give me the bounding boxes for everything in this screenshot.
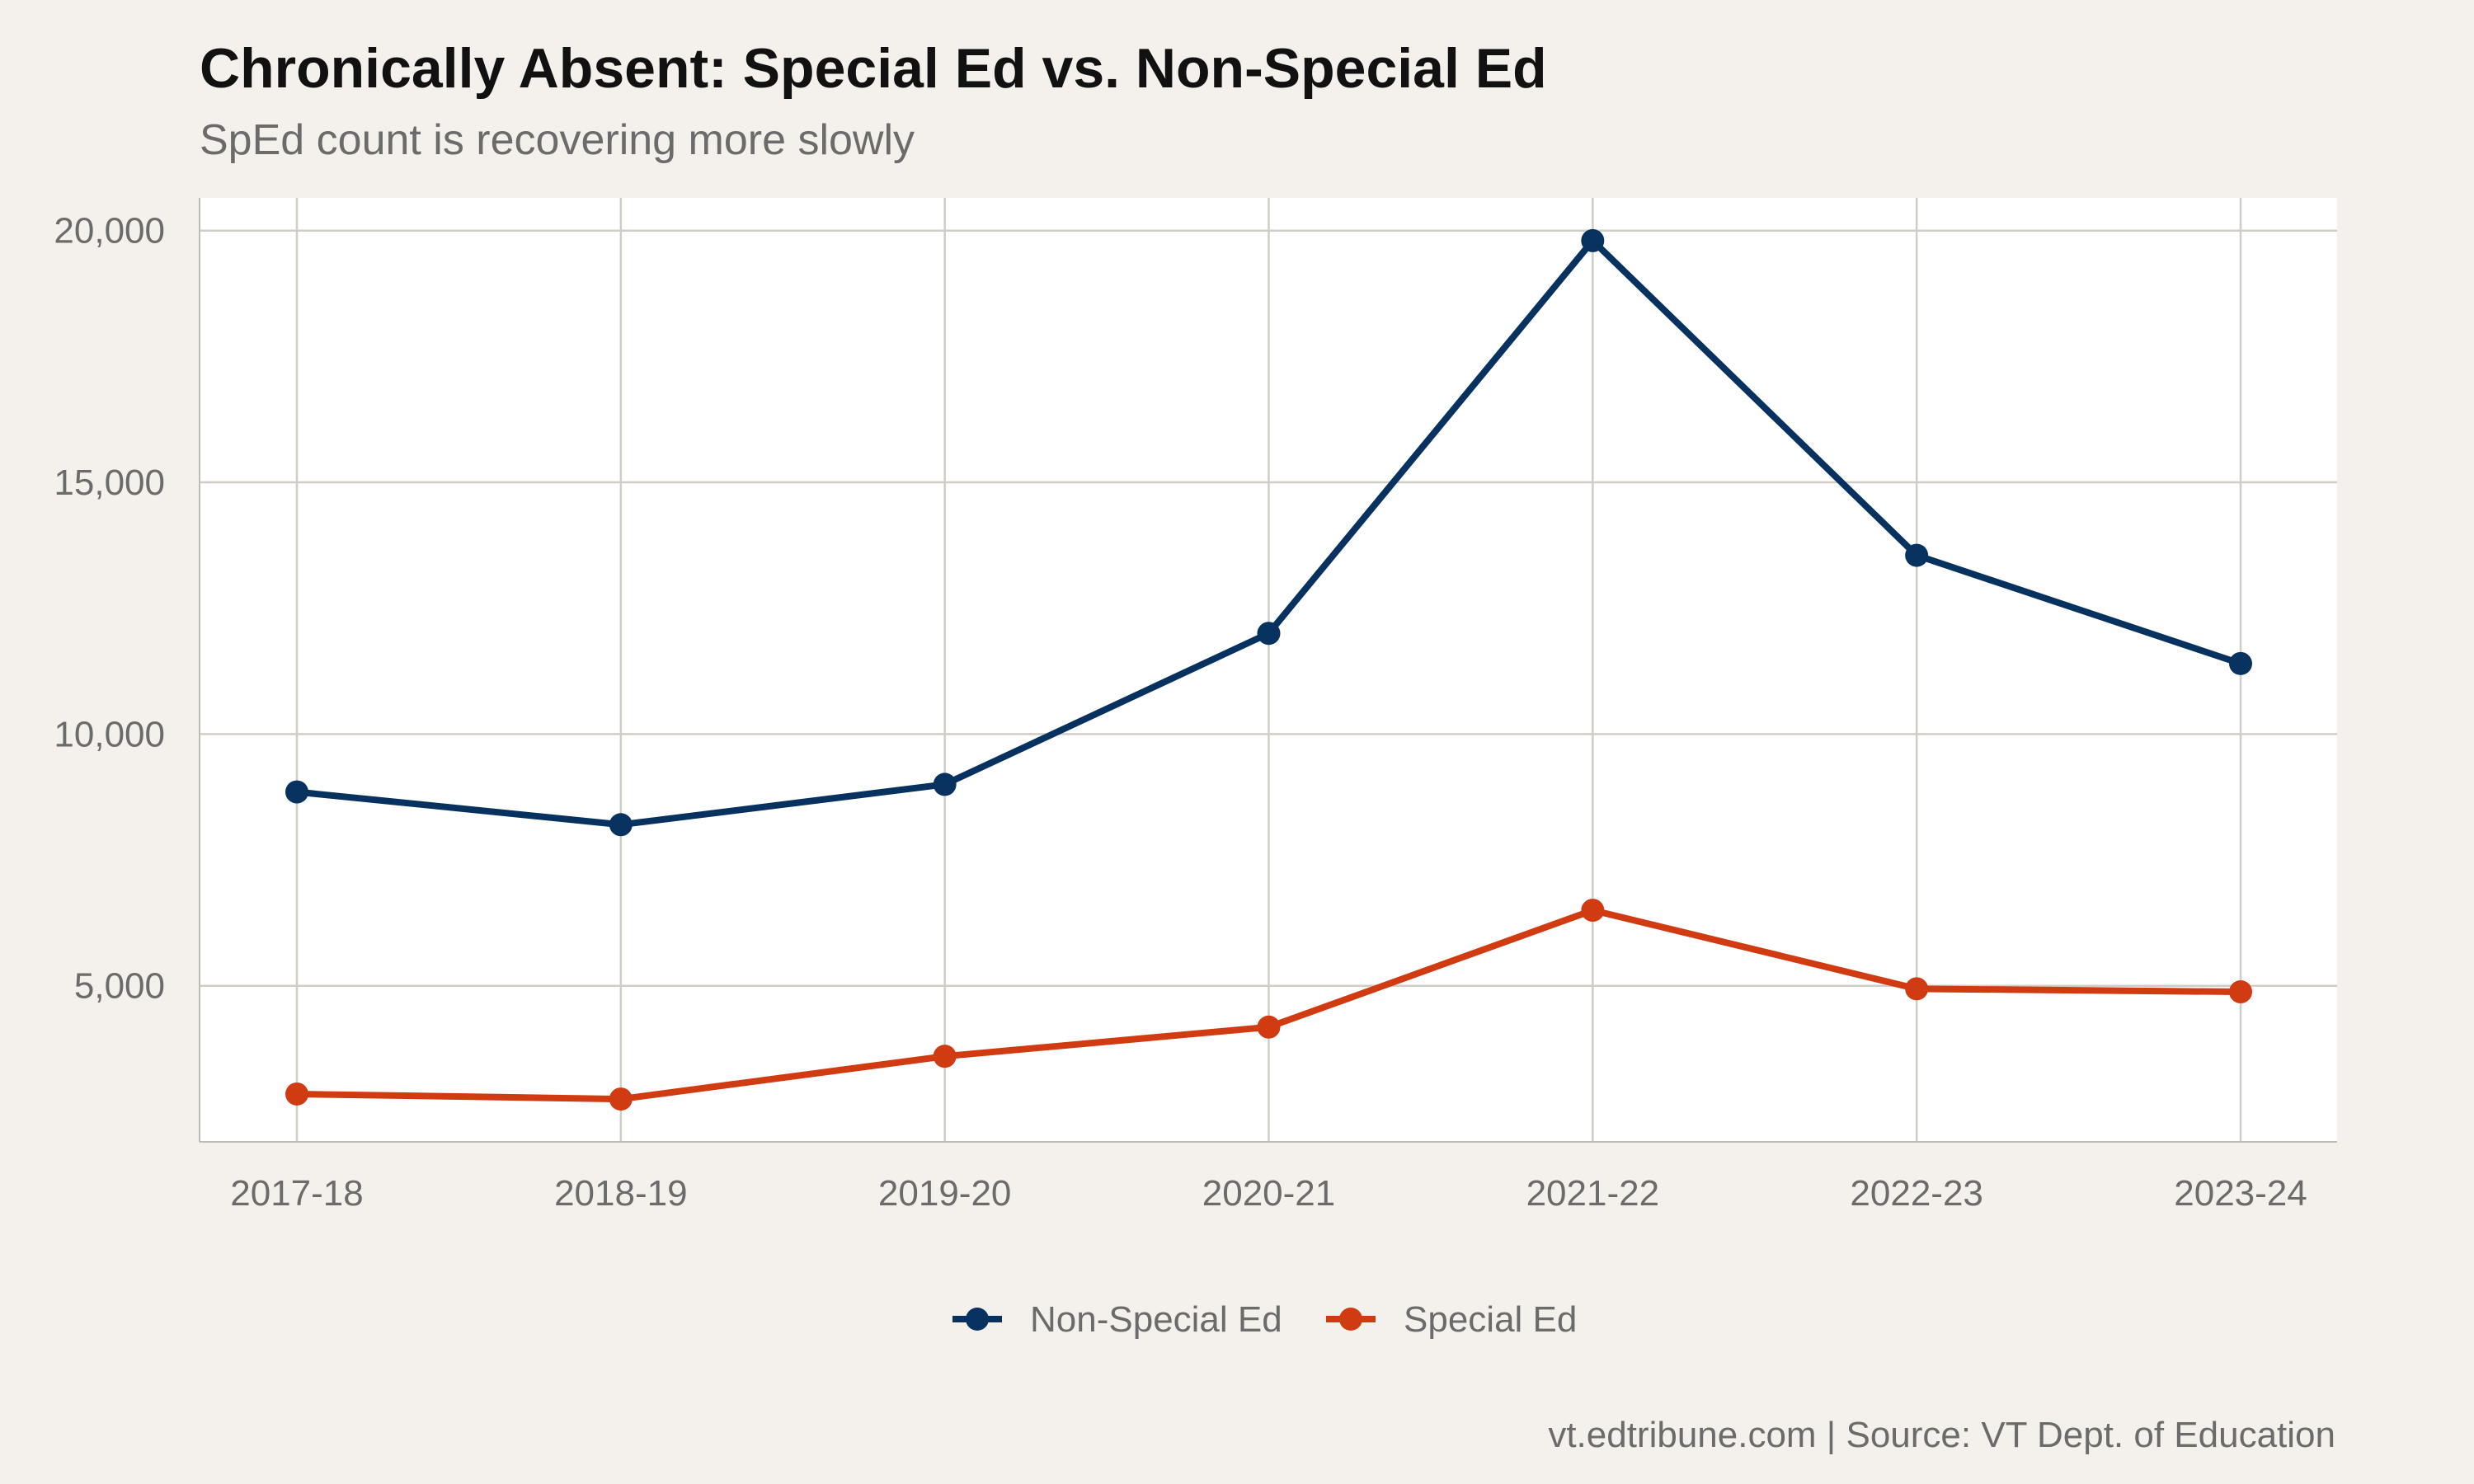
data-point xyxy=(1257,622,1281,646)
legend: Non-Special Ed Special Ed xyxy=(952,1299,1577,1340)
y-tick-label: 5,000 xyxy=(74,966,165,1007)
legend-label: Special Ed xyxy=(1404,1299,1577,1340)
data-point xyxy=(1905,543,1929,567)
chart-title: Chronically Absent: Special Ed vs. Non-S… xyxy=(200,37,1547,100)
x-tick-label: 2017-18 xyxy=(230,1173,363,1214)
grid-lines xyxy=(200,198,2337,1142)
legend-marker xyxy=(966,1308,989,1331)
data-point xyxy=(1257,1015,1281,1039)
data-point xyxy=(1581,228,1605,252)
x-tick-label: 2023-24 xyxy=(2174,1173,2307,1214)
y-tick-label: 15,000 xyxy=(54,463,165,503)
chart-caption: vt.edtribune.com | Source: VT Dept. of E… xyxy=(1548,1415,2335,1455)
x-tick-label: 2019-20 xyxy=(878,1173,1011,1214)
legend-label: Non-Special Ed xyxy=(1030,1299,1282,1340)
legend-marker xyxy=(1339,1308,1362,1331)
y-tick-label: 10,000 xyxy=(54,714,165,754)
data-point xyxy=(2229,980,2252,1004)
data-point xyxy=(1905,977,1929,1001)
legend-item-0: Non-Special Ed xyxy=(952,1299,1282,1340)
x-tick-label: 2018-19 xyxy=(554,1173,687,1214)
x-tick-label: 2020-21 xyxy=(1202,1173,1335,1214)
series-1 xyxy=(285,899,2252,1111)
data-point xyxy=(285,780,308,804)
data-point xyxy=(933,773,957,796)
data-point xyxy=(285,1082,308,1106)
series-0 xyxy=(285,228,2252,837)
data-point xyxy=(609,1087,633,1111)
series-lines xyxy=(285,228,2252,1111)
y-tick-label: 20,000 xyxy=(54,211,165,251)
x-tick-labels: 2017-18 2018-19 2019-20 2020-21 2021-22 2022-… xyxy=(230,1173,2307,1214)
x-tick-label: 2021-22 xyxy=(1526,1173,1659,1214)
data-point xyxy=(933,1045,957,1068)
chart-subtitle: SpEd count is recovering more slowly xyxy=(200,116,915,164)
legend-item-1: Special Ed xyxy=(1326,1299,1577,1340)
data-point xyxy=(609,813,633,837)
y-tick-labels: 5,000 10,000 15,000 20,000 xyxy=(54,211,165,1007)
data-point xyxy=(1581,899,1605,923)
data-point xyxy=(2229,651,2252,675)
x-tick-label: 2022-23 xyxy=(1850,1173,1982,1214)
